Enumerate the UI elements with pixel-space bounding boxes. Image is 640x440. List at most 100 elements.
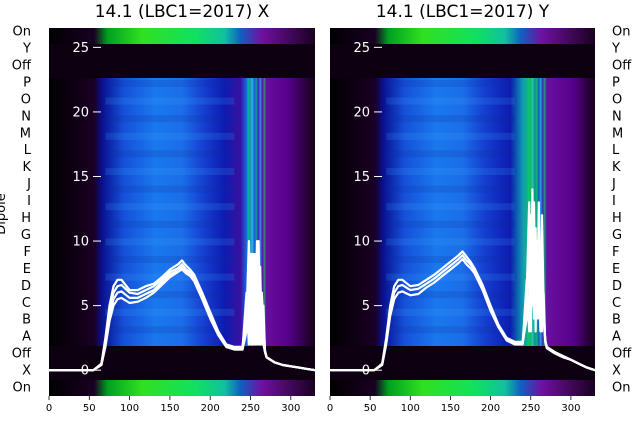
dipole-label: P: [23, 75, 31, 90]
dipole-label: L: [612, 143, 620, 158]
dipole-label: K: [22, 160, 31, 175]
dipole-label: J: [611, 177, 616, 192]
dipole-label: O: [21, 92, 31, 107]
heatmap-streak: [263, 78, 266, 346]
dipole-label: N: [612, 109, 622, 124]
y-tick-label: 20: [72, 105, 89, 120]
dipole-label: O: [612, 92, 622, 107]
heatmap-band: [105, 308, 235, 316]
dipole-label: X: [22, 364, 31, 379]
heatmap-band: [386, 238, 515, 246]
dipole-label: On: [13, 381, 31, 396]
chart-title: 14.1 (LBC1=2017) X: [95, 2, 270, 22]
y-tick-label: 5: [81, 299, 89, 314]
dipole-label: I: [27, 194, 31, 209]
dipole-label: E: [23, 262, 31, 277]
heatmap-row-on-bottom: [330, 380, 595, 396]
heatmap-band: [105, 115, 235, 123]
chart-title: 14.1 (LBC1=2017) Y: [376, 2, 550, 22]
x-tick-label: 0: [46, 403, 52, 414]
y-tick-label: 10: [72, 235, 89, 250]
heatmap-band: [386, 132, 515, 140]
dipole-label: Off: [12, 58, 32, 73]
dipole-label: On: [13, 25, 31, 40]
heatmap-band: [386, 273, 515, 281]
heatmap-band: [105, 220, 235, 228]
heatmap-streak: [255, 78, 258, 346]
heatmap-streak: [251, 78, 254, 346]
x-tick-label: 150: [441, 403, 460, 414]
dipole-label: J: [26, 177, 31, 192]
y-axis-label: Dipole: [0, 193, 9, 234]
dipole-label: B: [612, 313, 621, 328]
y-tick-label: 25: [72, 41, 89, 56]
x-tick-label: 250: [521, 403, 540, 414]
heatmap-band: [105, 132, 235, 140]
heatmap-band: [105, 80, 235, 87]
x-tick-label: 250: [241, 403, 260, 414]
y-tick-label: 10: [353, 235, 370, 250]
heatmap-body: [49, 28, 315, 396]
heatmap-band: [105, 168, 235, 175]
heatmap-band: [386, 326, 515, 334]
heatmap-band: [386, 203, 515, 211]
heatmap-streak: [535, 78, 538, 346]
heatmap-band: [105, 203, 235, 211]
heatmap-band: [386, 115, 515, 123]
heatmap-band: [105, 326, 235, 334]
heatmap-streak: [247, 78, 250, 346]
dipole-label: B: [22, 313, 31, 328]
dipole-label: C: [612, 296, 621, 311]
dipole-label: K: [612, 160, 621, 175]
heatmap-streak: [259, 78, 262, 346]
dipole-label: E: [612, 262, 620, 277]
dipole-label: G: [21, 228, 31, 243]
x-tick-label: 100: [401, 403, 420, 414]
overlay-series-line: [49, 252, 316, 372]
x-tick-label: 50: [83, 403, 96, 414]
y-tick-label: 15: [353, 170, 370, 185]
x-tick-label: 150: [160, 403, 179, 414]
dipole-label: Off: [612, 58, 632, 73]
dipole-label: I: [612, 194, 616, 209]
heatmap-band: [386, 220, 515, 228]
dipole-label: On: [612, 25, 630, 40]
x-tick-label: 50: [364, 403, 377, 414]
x-tick-label: 300: [561, 403, 580, 414]
heatmap-band: [386, 97, 515, 105]
dipole-label: N: [21, 109, 31, 124]
dipole-label: P: [612, 75, 620, 90]
heatmap-band: [386, 256, 515, 263]
dipole-label: Off: [612, 347, 632, 362]
heatmap-streak: [543, 78, 546, 346]
heatmap-band: [105, 256, 235, 263]
heatmap-row-off-bottom: [49, 346, 315, 380]
heatmap-streak: [539, 78, 542, 346]
heatmap-row-on-bottom: [49, 380, 315, 396]
dipole-label: L: [24, 143, 32, 158]
y-tick-label: 15: [72, 170, 89, 185]
x-tick-label: 200: [481, 403, 500, 414]
heatmap-band: [105, 238, 235, 246]
dipole-label: C: [22, 296, 31, 311]
heatmap-band: [386, 150, 515, 158]
heatmap-row-off-top: [330, 44, 595, 78]
dipole-label: A: [612, 330, 621, 345]
dipole-label: D: [612, 279, 622, 294]
dipole-label: Y: [611, 42, 620, 57]
dipole-label: G: [612, 228, 622, 243]
heatmap-row-on-top: [49, 28, 315, 44]
heatmap-body: [330, 28, 595, 396]
dipole-label: M: [612, 126, 623, 141]
dipole-label: A: [22, 330, 31, 345]
dipole-label: H: [612, 211, 622, 226]
dipole-label: D: [21, 279, 31, 294]
dipole-label: Y: [22, 42, 31, 57]
heatmap-row-off-top: [49, 44, 315, 78]
x-tick-label: 0: [327, 403, 333, 414]
heatmap-band: [105, 97, 235, 105]
dipole-label: H: [21, 211, 31, 226]
dipole-label: Off: [12, 347, 32, 362]
y-tick-label: 20: [353, 105, 370, 120]
